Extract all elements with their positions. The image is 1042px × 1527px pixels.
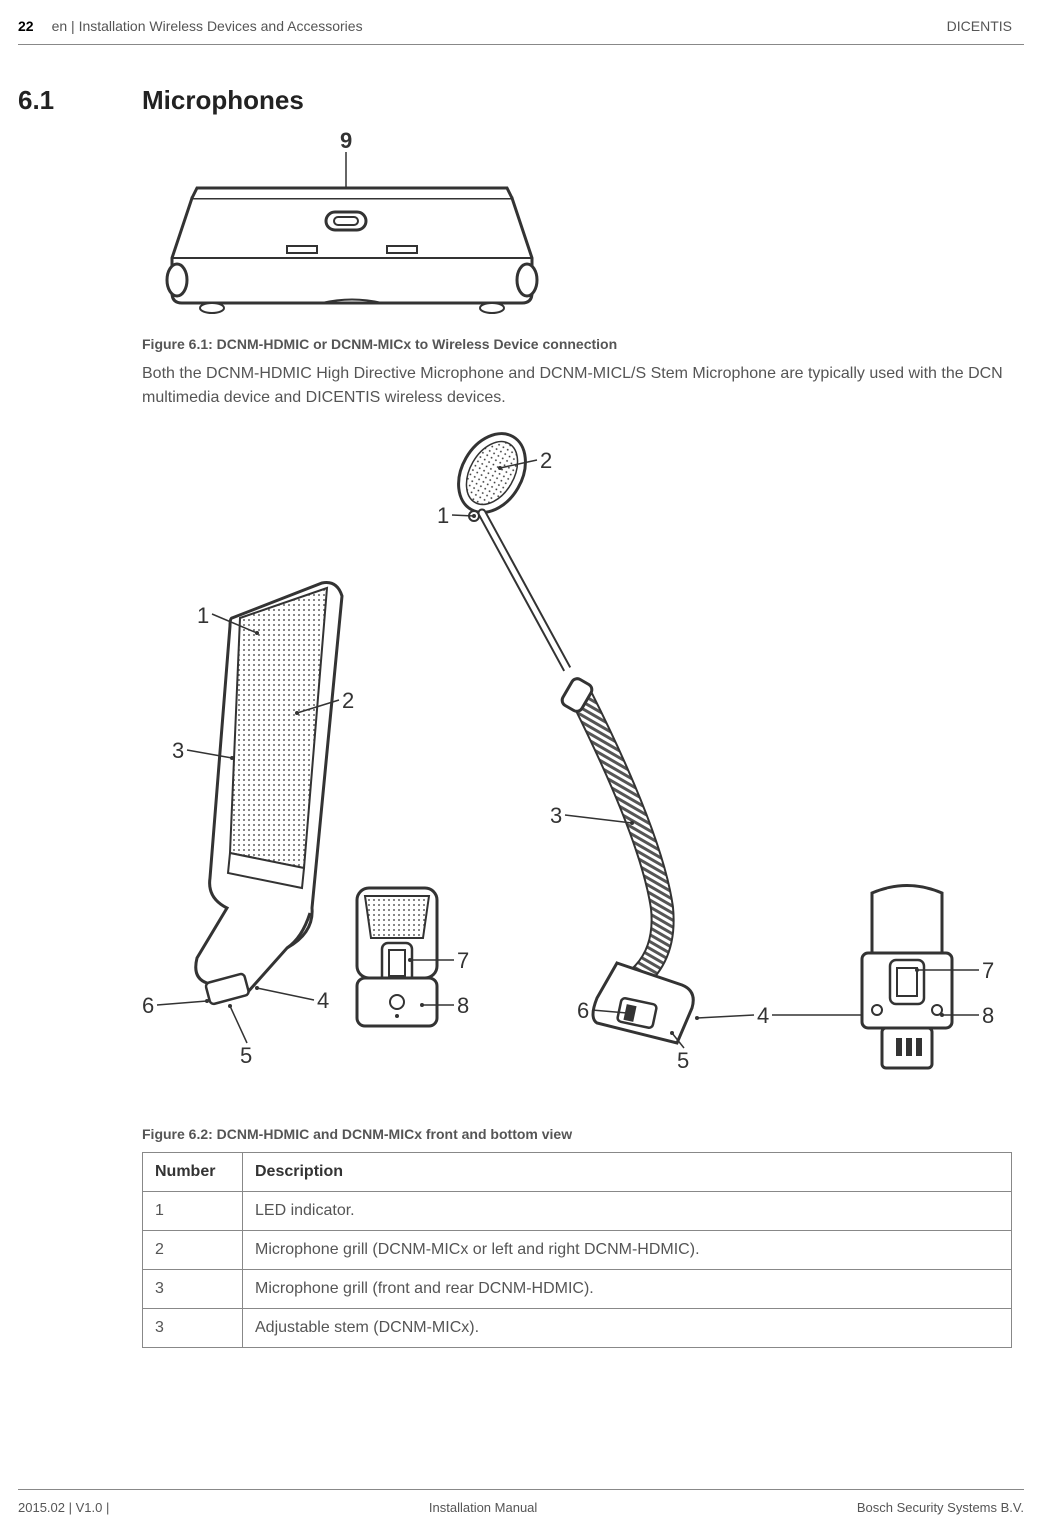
main-content: 6.1 Microphones 9 bbox=[0, 45, 1042, 1348]
table-cell-description: LED indicator. bbox=[243, 1192, 1012, 1231]
microphones-diagram bbox=[142, 418, 1012, 1118]
footer-company: Bosch Security Systems B.V. bbox=[857, 1500, 1024, 1515]
footer-manual: Installation Manual bbox=[429, 1500, 537, 1515]
footer-version: 2015.02 | V1.0 | bbox=[18, 1500, 109, 1515]
device-diagram bbox=[142, 128, 562, 328]
page-header: 22 en | Installation Wireless Devices an… bbox=[0, 0, 1042, 44]
table-row: 2 Microphone grill (DCNM-MICx or left an… bbox=[143, 1231, 1012, 1270]
footer-rule bbox=[18, 1489, 1024, 1490]
table-cell-description: Adjustable stem (DCNM-MICx). bbox=[243, 1309, 1012, 1348]
page-number: 22 bbox=[18, 18, 34, 34]
table-header-number: Number bbox=[143, 1153, 243, 1192]
table-cell-number: 2 bbox=[143, 1231, 243, 1270]
table-cell-description: Microphone grill (front and rear DCNM-HD… bbox=[243, 1270, 1012, 1309]
table-header-description: Description bbox=[243, 1153, 1012, 1192]
header-left: 22 en | Installation Wireless Devices an… bbox=[18, 18, 363, 34]
body-paragraph: Both the DCNM-HDMIC High Directive Micro… bbox=[142, 362, 1012, 410]
table-row: 3 Microphone grill (front and rear DCNM-… bbox=[143, 1270, 1012, 1309]
figure-6-2-caption: Figure 6.2: DCNM-HDMIC and DCNM-MICx fro… bbox=[142, 1126, 1012, 1142]
parts-table: Number Description 1 LED indicator. 2 Mi… bbox=[142, 1152, 1012, 1348]
section-row: 6.1 Microphones 9 bbox=[18, 85, 1012, 1348]
section-title: Microphones bbox=[142, 85, 1012, 116]
table-row: 3 Adjustable stem (DCNM-MICx). bbox=[143, 1309, 1012, 1348]
table-row: 1 LED indicator. bbox=[143, 1192, 1012, 1231]
footer-row: 2015.02 | V1.0 | Installation Manual Bos… bbox=[18, 1500, 1024, 1515]
figure-6-1-caption: Figure 6.1: DCNM-HDMIC or DCNM-MICx to W… bbox=[142, 336, 1012, 352]
figure-6-2: 1 2 3 4 5 6 7 8 1 2 3 4 5 6 7 8 bbox=[142, 418, 1012, 1118]
page-footer: 2015.02 | V1.0 | Installation Manual Bos… bbox=[0, 1489, 1042, 1515]
table-cell-number: 3 bbox=[143, 1309, 243, 1348]
table-cell-description: Microphone grill (DCNM-MICx or left and … bbox=[243, 1231, 1012, 1270]
table-header-row: Number Description bbox=[143, 1153, 1012, 1192]
section-body: Microphones 9 bbox=[142, 85, 1012, 1348]
brand-name: DICENTIS bbox=[947, 18, 1012, 34]
figure-6-1: 9 bbox=[142, 128, 562, 328]
section-number: 6.1 bbox=[18, 85, 62, 1348]
breadcrumb: en | Installation Wireless Devices and A… bbox=[52, 18, 363, 34]
table-cell-number: 1 bbox=[143, 1192, 243, 1231]
table-cell-number: 3 bbox=[143, 1270, 243, 1309]
